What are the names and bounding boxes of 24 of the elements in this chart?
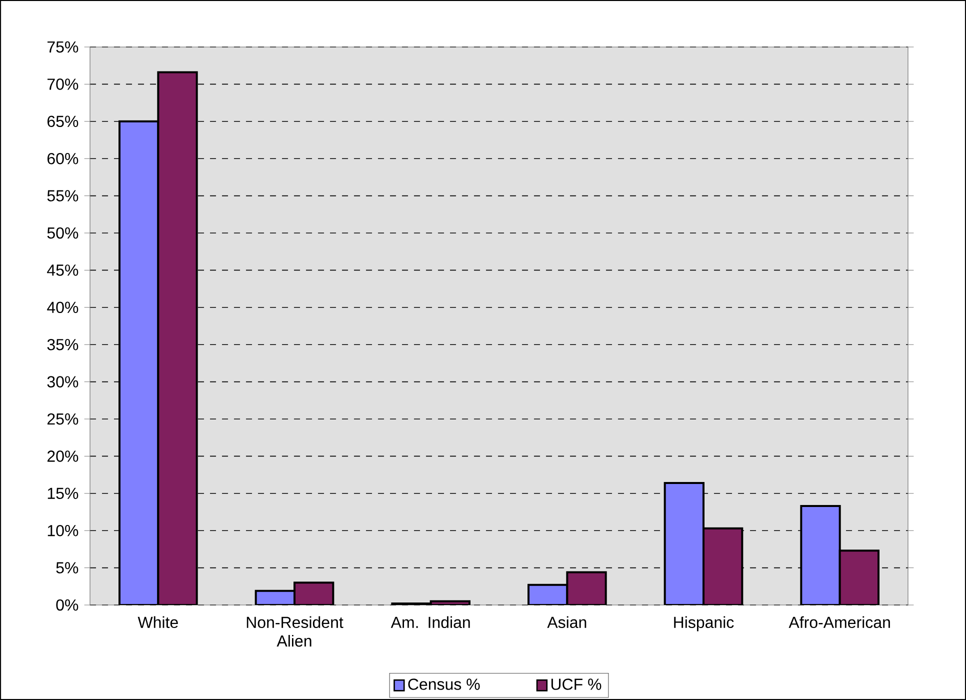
x-tick-label: Am. Indian: [390, 616, 470, 628]
y-tick-label: 20%: [47, 450, 78, 462]
legend-label: UCF %: [551, 678, 602, 690]
y-tick-label: 15%: [48, 488, 78, 500]
y-tick-label: 55%: [47, 190, 78, 202]
y-tick-label: 70%: [48, 78, 78, 90]
y-tick-label: 10%: [48, 524, 78, 536]
x-tick-label: Asian: [547, 616, 586, 628]
y-tick-label: 45%: [47, 264, 78, 276]
y-tick-label: 75%: [48, 41, 78, 53]
x-tick-label: Hispanic: [674, 616, 734, 632]
y-tick-label: 65%: [48, 116, 78, 128]
y-tick-label: 25%: [47, 413, 78, 425]
y-tick-label: 60%: [48, 152, 78, 164]
y-tick-label: 0%: [56, 599, 78, 611]
y-tick-label: 35%: [47, 338, 78, 350]
y-tick-label: 40%: [47, 302, 78, 314]
x-tick-label: Non-Resident Alien: [246, 616, 344, 647]
x-tick-label: Afro-American: [788, 616, 890, 628]
y-tick-label: 5%: [56, 562, 78, 574]
y-tick-label: 50%: [47, 227, 78, 239]
y-tick-label: 30%: [47, 376, 78, 388]
x-tick-label: White: [138, 616, 178, 628]
legend-label: Census %: [408, 678, 480, 690]
